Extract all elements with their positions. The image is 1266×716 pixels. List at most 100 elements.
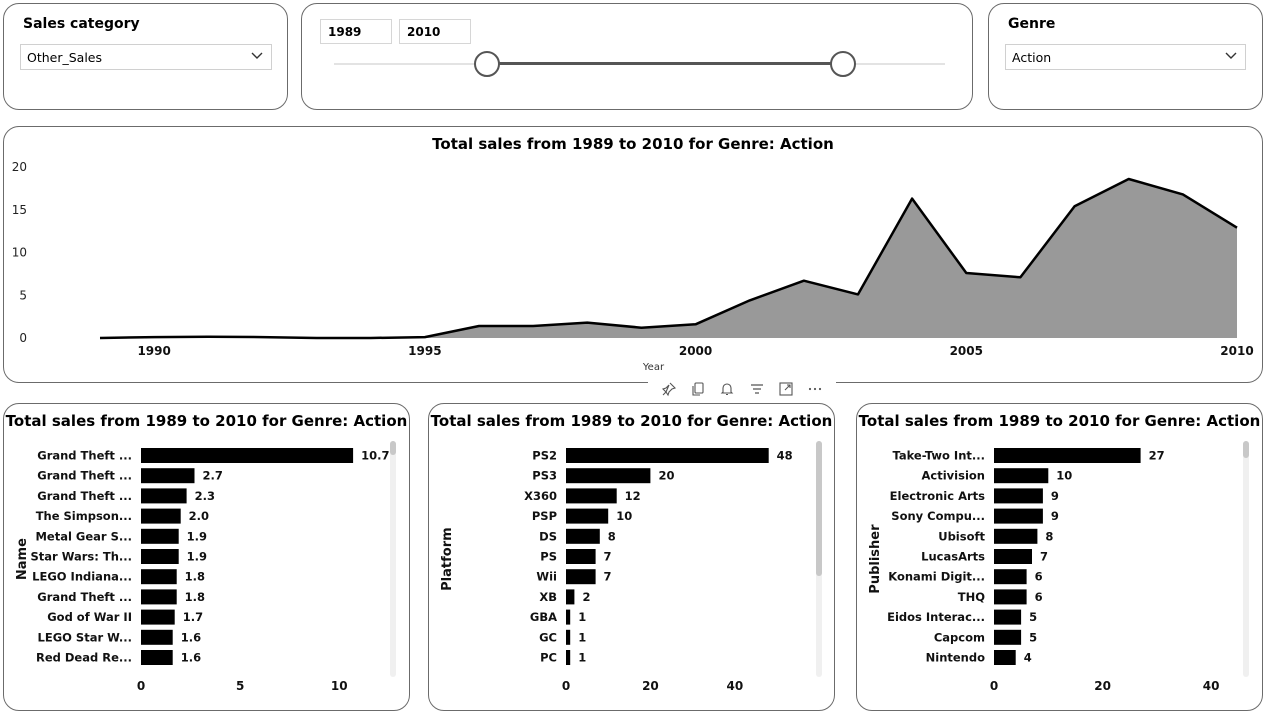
area-data-point[interactable]: [747, 297, 753, 303]
bar[interactable]: [566, 468, 651, 484]
area-data-point[interactable]: [855, 291, 861, 297]
area-chart[interactable]: 0 5 10 15 20 1990 1995 2000 2005 2010 Year: [4, 127, 1262, 382]
data-label: 5: [1029, 630, 1037, 644]
genre-dropdown[interactable]: Action: [1005, 44, 1246, 70]
more-options-icon[interactable]: [807, 381, 823, 397]
area-data-point[interactable]: [1126, 176, 1132, 182]
bar[interactable]: [566, 448, 769, 463]
name-bar-chart[interactable]: Name Grand Theft ... 10.7 Grand Theft ... 2.…: [4, 404, 409, 710]
x-tick-label: 2005: [950, 344, 983, 358]
year-range-slicer: 1989 2010: [301, 3, 973, 110]
area-data-point[interactable]: [314, 335, 320, 341]
area-data-point[interactable]: [1180, 191, 1186, 197]
publisher-chart-scrollbar[interactable]: [1243, 441, 1249, 677]
bar[interactable]: [141, 650, 173, 665]
area-data-point[interactable]: [963, 270, 969, 276]
area-data-point[interactable]: [1072, 203, 1078, 209]
bar[interactable]: [994, 528, 1038, 544]
copy-icon[interactable]: [690, 381, 706, 397]
bar[interactable]: [141, 468, 195, 484]
filter-icon[interactable]: [749, 381, 765, 397]
bar[interactable]: [141, 448, 354, 463]
area-data-point[interactable]: [259, 334, 265, 340]
area-data-point[interactable]: [368, 335, 374, 341]
slider-start-handle[interactable]: [473, 51, 500, 77]
category-label: PS2: [532, 449, 557, 463]
name-chart-scrollbar[interactable]: [390, 441, 396, 677]
sales-category-dropdown[interactable]: Other_Sales: [20, 44, 272, 70]
area-data-point[interactable]: [693, 321, 699, 327]
scroll-thumb[interactable]: [1243, 441, 1249, 458]
y-tick-label: 20: [12, 160, 27, 174]
name-chart-title: Total sales from 1989 to 2010 for Genre:…: [5, 412, 408, 430]
start-year-input[interactable]: 1989: [320, 19, 392, 44]
bar[interactable]: [994, 650, 1016, 665]
bar[interactable]: [566, 488, 617, 504]
x-tick-label: 2010: [1220, 344, 1253, 358]
slider-end-handle[interactable]: [830, 51, 857, 77]
bar[interactable]: [141, 589, 177, 605]
area-data-point[interactable]: [530, 323, 536, 329]
area-data-point[interactable]: [476, 323, 482, 329]
end-year-input[interactable]: 2010: [399, 19, 471, 44]
area-data-point[interactable]: [151, 334, 157, 340]
bar[interactable]: [141, 609, 175, 625]
area-data-point[interactable]: [205, 334, 211, 340]
genre-slicer: Genre Action: [988, 3, 1263, 110]
data-label: 1.6: [181, 630, 201, 644]
scroll-thumb[interactable]: [816, 441, 822, 576]
platform-chart-scrollbar[interactable]: [816, 441, 822, 677]
area-data-point[interactable]: [422, 334, 428, 340]
data-label: 2.0: [189, 509, 209, 523]
data-label: 5: [1029, 610, 1037, 624]
area-data-point[interactable]: [97, 335, 103, 341]
area-data-point[interactable]: [801, 278, 807, 284]
bar[interactable]: [566, 609, 571, 625]
bar[interactable]: [994, 508, 1043, 524]
area-line: [99, 177, 1238, 340]
data-label: 10: [616, 509, 632, 523]
bar[interactable]: [994, 569, 1027, 585]
data-label: 1.9: [187, 550, 207, 564]
focus-mode-icon[interactable]: [778, 381, 794, 397]
bar[interactable]: [566, 528, 600, 544]
bar[interactable]: [994, 609, 1022, 625]
x-axis-title: Year: [642, 362, 665, 373]
area-data-point[interactable]: [1017, 274, 1023, 280]
category-label: GBA: [530, 610, 557, 624]
bar[interactable]: [566, 589, 575, 605]
y-axis-title: Name: [15, 538, 30, 580]
category-label: XB: [539, 590, 557, 604]
bar[interactable]: [994, 468, 1049, 484]
bar[interactable]: [994, 629, 1022, 645]
area-data-point[interactable]: [909, 196, 915, 202]
bar[interactable]: [141, 488, 187, 504]
bar[interactable]: [566, 549, 596, 564]
area-fill: [100, 179, 1237, 338]
bar[interactable]: [566, 650, 571, 665]
scroll-thumb[interactable]: [390, 441, 396, 455]
y-tick-label: 10: [12, 246, 27, 260]
bar[interactable]: [141, 569, 177, 585]
bar[interactable]: [566, 508, 609, 524]
bar[interactable]: [141, 508, 181, 524]
pin-icon[interactable]: [661, 381, 677, 397]
area-chart-title: Total sales from 1989 to 2010 for Genre:…: [432, 135, 834, 153]
publisher-bar-chart[interactable]: Publisher Take-Two Int... 27 Activision 10 El…: [857, 404, 1262, 710]
bar[interactable]: [994, 488, 1043, 504]
data-label: 48: [777, 449, 793, 463]
bar[interactable]: [141, 549, 179, 564]
bar[interactable]: [141, 629, 173, 645]
bar[interactable]: [994, 589, 1027, 605]
bar[interactable]: [566, 569, 596, 585]
area-data-point[interactable]: [584, 320, 590, 326]
bar[interactable]: [994, 549, 1032, 564]
bar[interactable]: [994, 448, 1141, 463]
bell-icon[interactable]: [719, 381, 735, 397]
bar[interactable]: [566, 629, 571, 645]
area-data-point[interactable]: [638, 325, 644, 331]
bar[interactable]: [141, 528, 179, 544]
x-tick-label: 1990: [137, 344, 170, 358]
area-data-point[interactable]: [1234, 225, 1240, 231]
